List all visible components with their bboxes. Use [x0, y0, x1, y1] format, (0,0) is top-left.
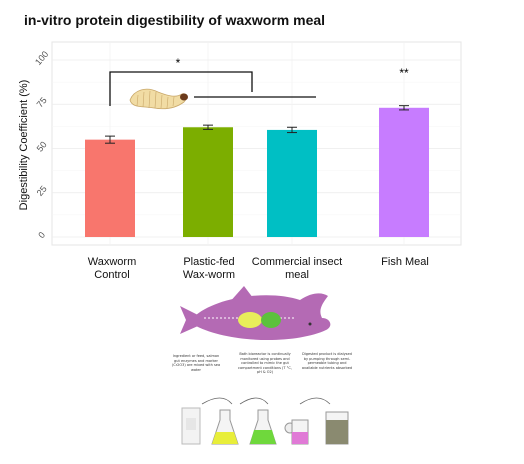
- x-tick-label-commercial-insect: Commercial insect meal: [251, 256, 343, 281]
- y-tick-label: 50: [35, 140, 49, 154]
- bar-3: [379, 107, 429, 237]
- salmon-schematic: [180, 286, 331, 341]
- bar-2: [267, 129, 317, 237]
- significance-bracket: [109, 71, 253, 106]
- y-tick-label: 25: [35, 184, 49, 198]
- workflow-icons: [181, 397, 349, 445]
- significance-star: *: [176, 56, 181, 70]
- y-tick-label: 0: [36, 230, 47, 240]
- bar-1: [183, 127, 233, 237]
- significance-marks: ***: [109, 56, 409, 106]
- x-tick-label-plastic-fed: Plastic-fed Wax-worm: [182, 256, 236, 281]
- y-tick-label: 75: [35, 95, 49, 109]
- x-tick-label-waxworm-control: Waxworm Control: [87, 256, 137, 281]
- step-caption-2: Bath bioreactor is continually monitored…: [238, 352, 292, 374]
- x-tick-label-fish-meal: Fish Meal: [381, 256, 429, 268]
- y-axis-label: Digestibility Coefficient (%): [18, 79, 30, 211]
- error-bars: [105, 105, 409, 144]
- y-tick-label: 100: [33, 49, 50, 67]
- significance-double-star: **: [399, 66, 409, 80]
- chart-title: in-vitro protein digestibility of waxwor…: [24, 12, 326, 28]
- step-caption-3: Digested product is dialysed by pumping …: [301, 352, 353, 370]
- step-caption-1: Ingredient or feed, salmon gut enzymes a…: [171, 354, 221, 372]
- bar-0: [85, 139, 135, 237]
- y-tick-labels: 0 25 50 75 100: [33, 49, 50, 240]
- bars: [85, 107, 429, 237]
- waxworm-illustration: [129, 88, 188, 110]
